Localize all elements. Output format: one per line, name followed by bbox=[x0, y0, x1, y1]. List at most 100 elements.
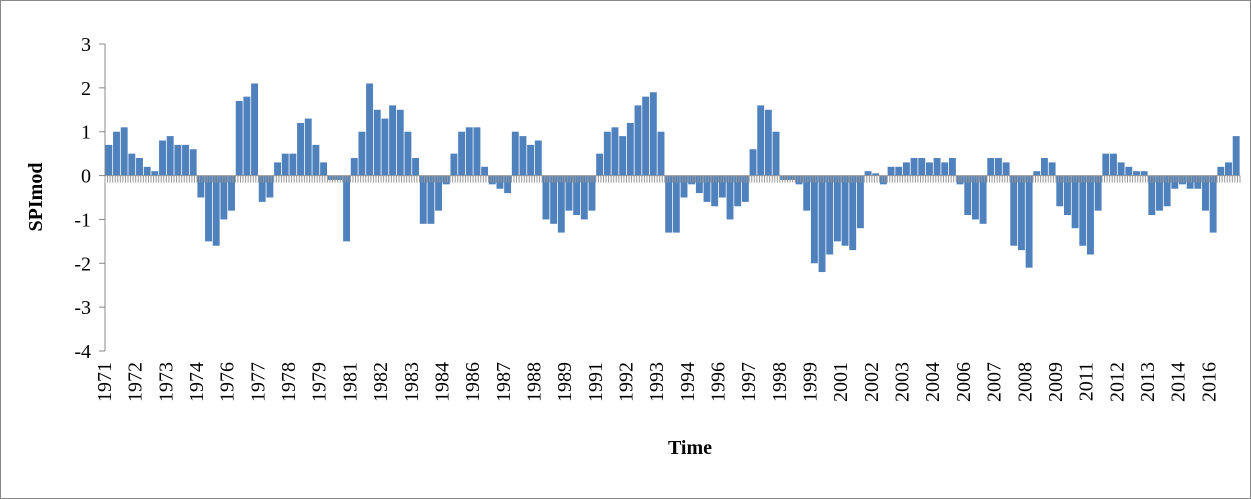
bar bbox=[764, 109, 772, 176]
bar bbox=[465, 127, 473, 176]
bar bbox=[925, 162, 933, 176]
bar bbox=[1225, 162, 1232, 176]
y-tick-label: 2 bbox=[81, 78, 91, 100]
x-tick-label: 2016 bbox=[1198, 362, 1220, 402]
bar bbox=[1209, 175, 1217, 233]
x-tick-label: 1996 bbox=[708, 362, 730, 402]
x-axis-title: Time bbox=[668, 437, 712, 459]
bar bbox=[826, 175, 834, 255]
x-tick-label: 1997 bbox=[738, 362, 760, 402]
bar bbox=[1048, 162, 1056, 176]
bar bbox=[887, 166, 895, 176]
bar bbox=[856, 175, 864, 229]
bar bbox=[1063, 175, 1071, 216]
bar bbox=[941, 162, 949, 176]
bar bbox=[657, 131, 665, 176]
bar bbox=[1002, 162, 1010, 176]
bar bbox=[1156, 175, 1163, 211]
bar bbox=[550, 175, 558, 224]
y-tick-label: 3 bbox=[81, 34, 91, 56]
x-tick-label: 1978 bbox=[278, 362, 300, 402]
bar bbox=[1010, 175, 1018, 246]
bar bbox=[1140, 171, 1148, 176]
bar bbox=[994, 158, 1002, 176]
bar bbox=[281, 153, 289, 176]
bar bbox=[1217, 166, 1225, 176]
bar bbox=[120, 127, 128, 176]
x-tick-label: 1973 bbox=[155, 362, 177, 402]
x-tick-label: 2013 bbox=[1137, 362, 1159, 402]
bar bbox=[511, 131, 519, 176]
bar bbox=[297, 122, 305, 176]
bar bbox=[174, 144, 182, 176]
x-tick-label: 1971 bbox=[94, 362, 116, 402]
bar bbox=[1117, 162, 1125, 176]
bar bbox=[879, 175, 887, 185]
x-tick-label: 1977 bbox=[247, 362, 269, 402]
bar bbox=[274, 162, 282, 176]
bar bbox=[343, 175, 351, 242]
bar bbox=[1087, 175, 1094, 255]
bar bbox=[412, 158, 420, 176]
bar bbox=[389, 105, 397, 176]
bar bbox=[803, 175, 811, 211]
bar bbox=[473, 127, 481, 176]
bar bbox=[580, 175, 588, 220]
bar bbox=[780, 175, 788, 180]
y-tick-label: -4 bbox=[74, 341, 91, 363]
bar bbox=[289, 153, 297, 176]
x-tick-label: 2004 bbox=[922, 362, 944, 402]
x-tick-label: 1976 bbox=[217, 362, 239, 402]
x-tick-label: 2008 bbox=[1014, 362, 1036, 402]
bar bbox=[688, 175, 696, 185]
bar bbox=[619, 136, 627, 176]
bar bbox=[542, 175, 550, 220]
bar bbox=[695, 175, 703, 194]
bar bbox=[872, 173, 880, 176]
x-tick-label: 2012 bbox=[1106, 362, 1128, 402]
bar bbox=[504, 175, 512, 194]
x-tick-label: 1991 bbox=[585, 362, 607, 402]
bar bbox=[964, 175, 972, 216]
y-axis-title: SPImod bbox=[25, 163, 47, 232]
bar bbox=[366, 83, 374, 176]
bar bbox=[841, 175, 849, 246]
bar bbox=[565, 175, 573, 211]
bar bbox=[772, 131, 780, 176]
bar bbox=[396, 109, 404, 176]
bar bbox=[787, 175, 795, 180]
bar bbox=[212, 175, 220, 246]
bar bbox=[220, 175, 228, 220]
bar bbox=[266, 175, 274, 198]
bar bbox=[810, 175, 818, 264]
bar bbox=[166, 136, 174, 176]
bar bbox=[1232, 136, 1240, 176]
bar bbox=[350, 158, 358, 176]
x-tick-label: 1984 bbox=[431, 362, 453, 402]
x-tick-label: 1974 bbox=[186, 362, 208, 402]
bar bbox=[749, 149, 757, 176]
bar bbox=[197, 175, 205, 198]
y-tick-label: -3 bbox=[74, 297, 91, 319]
bar bbox=[1110, 153, 1117, 176]
x-tick-label: 2003 bbox=[892, 362, 914, 402]
bar bbox=[1079, 175, 1087, 246]
bar bbox=[488, 175, 496, 185]
bar bbox=[665, 175, 673, 233]
y-tick-label: 1 bbox=[81, 122, 91, 144]
x-tick-label: 2011 bbox=[1076, 362, 1098, 401]
x-tick-label: 1994 bbox=[677, 362, 699, 402]
bar bbox=[726, 175, 734, 220]
bar bbox=[320, 162, 328, 176]
x-tick-label: 1979 bbox=[309, 362, 331, 402]
bar bbox=[634, 105, 642, 176]
bar bbox=[1186, 175, 1194, 189]
bar bbox=[113, 131, 120, 176]
bar bbox=[258, 175, 266, 202]
bar bbox=[849, 175, 857, 251]
bar bbox=[358, 131, 366, 176]
bar bbox=[1040, 158, 1048, 176]
bar bbox=[419, 175, 427, 224]
